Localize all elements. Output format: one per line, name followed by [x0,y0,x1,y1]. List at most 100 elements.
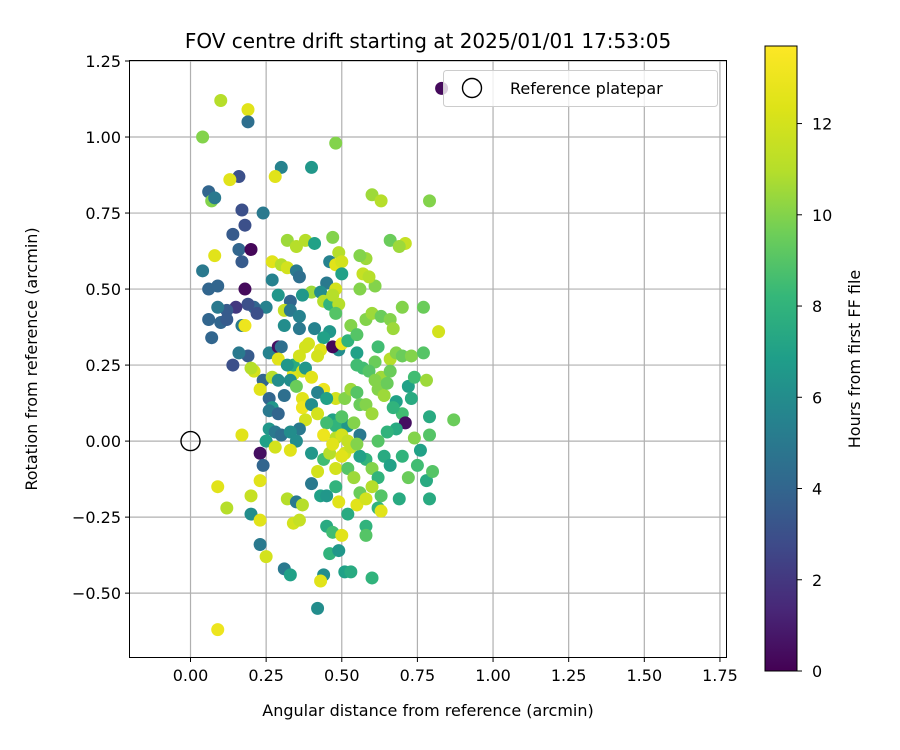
data-point [292,309,306,323]
data-point [271,373,285,387]
data-point [407,370,421,384]
data-point [208,191,222,205]
data-point [271,288,285,302]
data-point [377,388,391,402]
data-point [350,437,364,451]
data-point [289,239,303,253]
data-point [214,94,228,108]
data-point [335,528,349,542]
data-point [223,173,237,187]
data-point [298,340,312,354]
data-point [256,458,270,472]
data-point [395,449,409,463]
data-point [416,300,430,314]
data-point [344,565,358,579]
reference-platepar-point [180,430,201,452]
y-axis-ticks: 1.25 1.00 0.75 0.50 0.25 0.00 −0.25 −0.50 [72,52,130,603]
data-point [208,249,222,263]
data-point [374,194,388,208]
data-point [305,477,319,491]
data-point [365,407,379,421]
data-point [311,465,325,479]
data-point [335,449,349,463]
data-point [377,449,391,463]
data-point [329,461,343,475]
data-point [265,273,279,287]
y-tick-label: 0.00 [85,432,121,451]
data-point [359,492,373,506]
data-point [277,388,291,402]
x-axis-ticks: 0.00 0.25 0.50 0.75 1.00 1.25 1.50 1.75 [173,657,738,685]
data-point [253,382,267,396]
data-point [347,471,361,485]
data-point [277,319,291,333]
colorbar-ticks: 0 2 4 6 8 10 12 [797,115,832,681]
data-point [274,160,288,174]
data-point [329,392,343,406]
data-point [383,364,397,378]
data-point [295,498,309,512]
data-point [350,328,364,342]
data-point [268,170,282,184]
chart-title: FOV centre drift starting at 2025/01/01 … [185,29,671,53]
x-tick-label: 1.75 [702,666,738,685]
data-point [253,513,267,527]
y-axis-label: Rotation from reference (arcmin) [22,227,41,490]
data-point [305,398,319,412]
data-point [368,279,382,293]
data-point [362,364,376,378]
data-point [283,443,297,457]
data-point [401,471,415,485]
data-point [329,136,343,150]
data-point [395,300,409,314]
data-point [283,425,297,439]
data-point [326,230,340,244]
data-point [295,288,309,302]
data-point [407,431,421,445]
x-tick-label: 0.50 [324,666,360,685]
colorbar-gradient [764,45,798,672]
data-point [196,130,210,144]
data-point [332,544,346,558]
y-tick-label: −0.25 [72,508,121,527]
data-point [386,322,400,336]
reference-marker [180,430,201,452]
data-point [332,495,346,509]
data-point [386,401,400,415]
data-point [371,471,385,485]
y-tick-label: 0.50 [85,280,121,299]
data-point [353,449,367,463]
data-point [326,288,340,302]
data-point [232,243,246,257]
data-point [244,361,258,375]
data-point [292,349,306,363]
data-point [401,379,415,393]
data-point [317,428,331,442]
data-point [380,376,394,390]
x-tick-label: 1.00 [475,666,511,685]
data-point [268,440,282,454]
x-tick-label: 1.50 [627,666,663,685]
scatter-points [196,81,461,637]
data-point [371,340,385,354]
data-point [380,425,394,439]
data-point [292,322,306,336]
data-point [211,279,225,293]
data-point [196,264,210,278]
data-point [374,504,388,518]
data-point [423,428,437,442]
legend-box [443,70,718,107]
data-point [350,385,364,399]
data-point [329,480,343,494]
y-tick-label: 1.25 [85,52,121,71]
colorbar-tick-label: 8 [812,297,822,316]
x-tick-label: 1.25 [551,666,587,685]
data-point [311,349,325,363]
data-point [329,306,343,320]
data-point [289,379,303,393]
y-tick-label: 0.25 [85,356,121,375]
data-point [271,407,285,421]
data-point [383,458,397,472]
